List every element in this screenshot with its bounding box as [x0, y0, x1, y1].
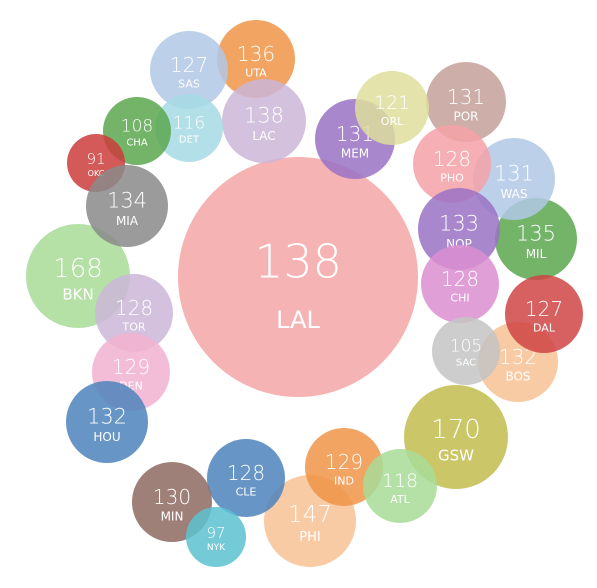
bubble-team-label: PHI — [299, 530, 320, 545]
bubble-value-label: 128 — [227, 461, 265, 485]
bubble-value-label: 127 — [170, 53, 208, 77]
bubble-value-label: 129 — [325, 450, 363, 474]
bubble-value-label: 138 — [244, 104, 284, 128]
bubble-value-label: 128 — [441, 267, 479, 291]
bubble-team-label: BOS — [505, 369, 530, 383]
bubble-value-label: 128 — [115, 296, 153, 320]
bubble-team-label: DAL — [533, 322, 556, 335]
bubble-team-label: POR — [453, 109, 478, 123]
bubble-team-label: MEM — [341, 146, 369, 160]
bubble-value-label: 135 — [516, 222, 556, 246]
bubble-team-label: CHA — [126, 138, 148, 149]
bubble-value-label: 132 — [87, 405, 127, 429]
bubble-team-label: DET — [179, 135, 200, 146]
bubble-circle[interactable] — [432, 317, 500, 385]
bubble-circle[interactable] — [426, 62, 506, 142]
bubble-lal[interactable]: 138 LAL — [178, 157, 418, 397]
bubble-circle[interactable] — [217, 20, 295, 98]
bubble-circle[interactable] — [473, 138, 555, 220]
bubble-team-label: LAL — [276, 306, 320, 334]
bubble-value-label: 121 — [374, 92, 410, 114]
bubble-team-label: UTA — [245, 67, 267, 80]
bubble-value-label: 136 — [237, 42, 275, 66]
bubble-value-label: 170 — [431, 415, 481, 445]
bubble-circle[interactable] — [418, 188, 500, 270]
bubble-team-label: TOR — [121, 321, 145, 334]
bubble-value-label: 97 — [206, 524, 225, 542]
bubble-circle[interactable] — [404, 385, 508, 489]
bubble-value-label: 128 — [433, 147, 471, 171]
bubble-circle[interactable] — [178, 157, 418, 397]
bubble-value-label: 131 — [494, 162, 534, 186]
bubble-circle[interactable] — [95, 274, 173, 352]
bubble-value-label: 116 — [173, 114, 205, 134]
bubble-team-label: CHI — [450, 292, 469, 305]
bubble-value-label: 118 — [382, 470, 418, 492]
bubble-circle[interactable] — [222, 79, 306, 163]
bubble-value-label: 129 — [112, 355, 150, 379]
bubble-team-label: NYK — [207, 543, 226, 553]
bubble-circle[interactable] — [505, 275, 583, 353]
bubble-circle[interactable] — [413, 125, 491, 203]
bubble-value-label: 133 — [439, 212, 479, 236]
bubble-value-label: 108 — [121, 117, 153, 137]
bubble-team-label: LAC — [252, 129, 275, 143]
bubble-value-label: 134 — [107, 189, 147, 213]
bubble-circle[interactable] — [155, 94, 223, 162]
bubble-team-label: SAC — [456, 358, 476, 369]
bubble-value-label: 138 — [254, 234, 342, 288]
bubble-circle[interactable] — [186, 507, 246, 567]
bubble-team-label: SAS — [178, 78, 200, 91]
bubble-team-label: ATL — [390, 493, 410, 506]
bubble-circle[interactable] — [363, 449, 437, 523]
bubble-value-label: 127 — [525, 297, 563, 321]
bubble-value-label: 105 — [450, 337, 482, 357]
bubble-value-label: 91 — [86, 150, 105, 168]
bubble-value-label: 168 — [53, 254, 103, 284]
bubble-team-label: BKN — [62, 286, 93, 304]
bubble-team-label: HOU — [93, 430, 120, 444]
bubble-team-label: MIN — [161, 509, 184, 523]
bubble-circle[interactable] — [86, 165, 168, 247]
bubble-team-label: OKC — [88, 169, 105, 178]
bubble-circle[interactable] — [421, 245, 499, 323]
bubble-value-label: 147 — [288, 502, 332, 528]
bubble-value-label: 130 — [153, 485, 191, 509]
bubble-team-label: MIL — [526, 247, 547, 261]
bubble-team-label: GSW — [438, 447, 474, 465]
bubble-circle[interactable] — [66, 381, 148, 463]
bubble-team-label: PHO — [440, 172, 464, 185]
bubble-team-label: MIA — [116, 214, 139, 228]
bubble-circle[interactable] — [207, 439, 285, 517]
bubble-team-label: IND — [334, 475, 354, 488]
bubble-gsw[interactable]: 170 GSW — [404, 385, 508, 489]
bubble-team-label: ORL — [381, 115, 404, 128]
bubble-value-label: 131 — [447, 85, 485, 109]
bubble-circle[interactable] — [150, 31, 228, 109]
bubble-circle[interactable] — [355, 71, 429, 145]
bubble-team-label: WAS — [500, 187, 527, 201]
bubble-team-label: CLE — [236, 486, 257, 499]
